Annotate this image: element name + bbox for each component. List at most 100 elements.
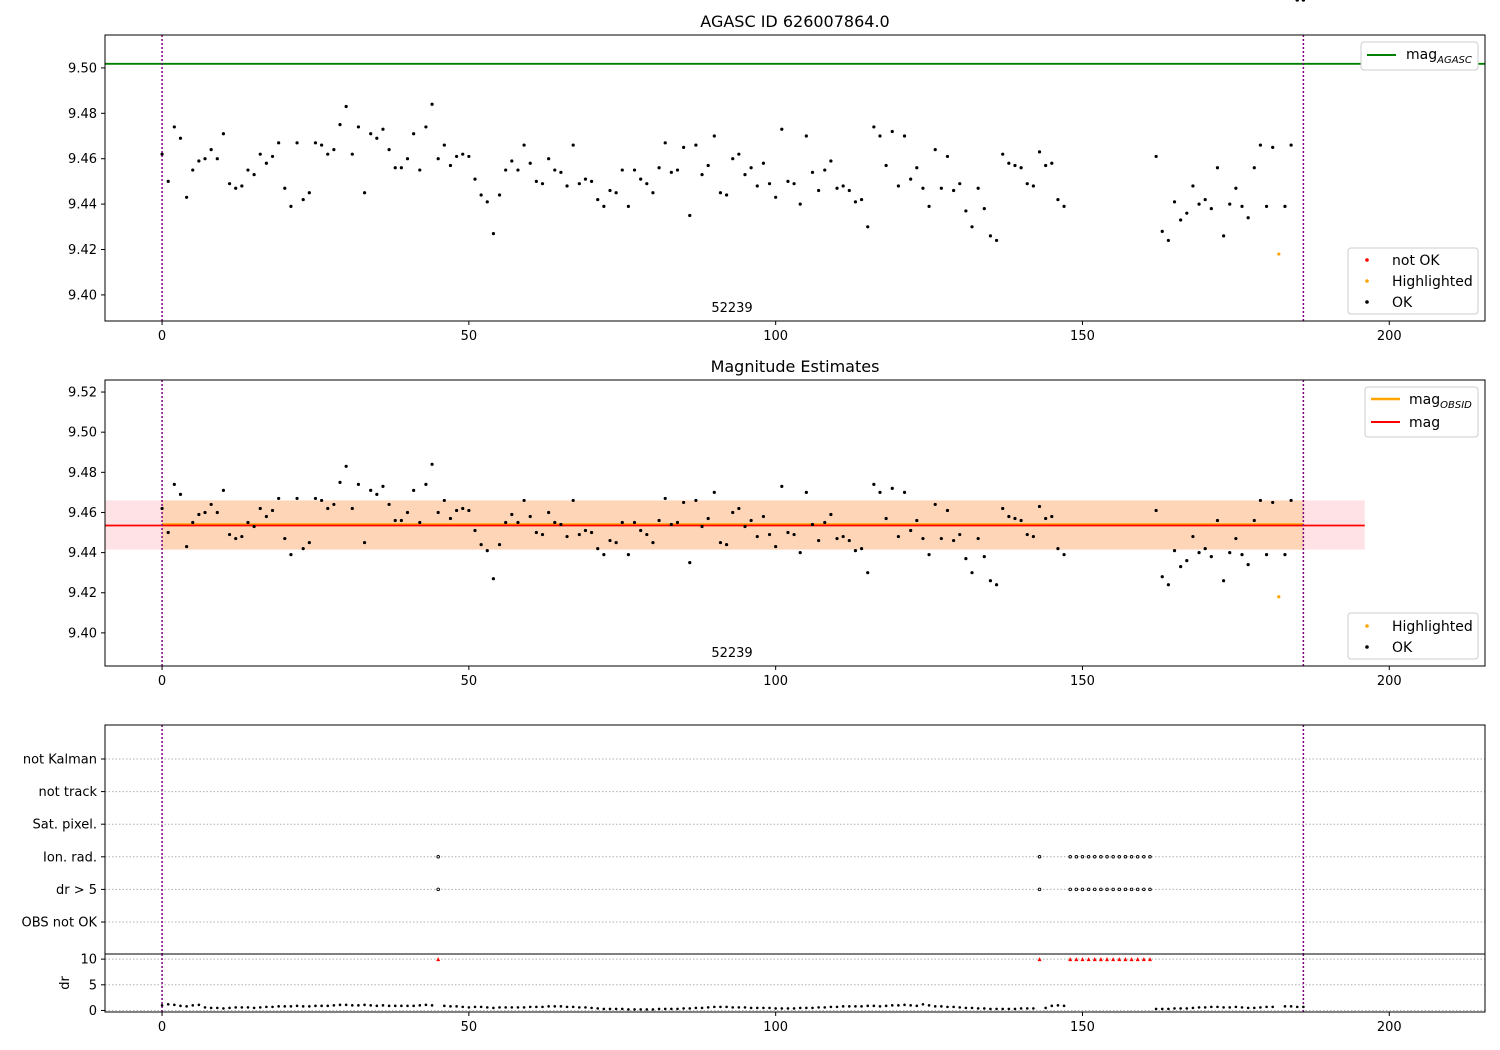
- ok-point: [755, 184, 759, 188]
- dr-point: [455, 1005, 458, 1008]
- ok-point: [252, 172, 256, 177]
- flag-point: [1111, 887, 1115, 892]
- flag-point: [1117, 855, 1122, 859]
- ok-point: [320, 143, 324, 147]
- ok-point: [1037, 150, 1042, 154]
- dr-point: [430, 1004, 434, 1007]
- ok-point: [1246, 216, 1250, 220]
- dr-capped-marker: [1098, 957, 1103, 962]
- flag-point: [1142, 887, 1146, 892]
- dr-point: [357, 1004, 360, 1007]
- ok-point: [724, 542, 729, 547]
- ok-point: [657, 166, 661, 170]
- dr-point: [811, 1006, 814, 1010]
- dr-point: [541, 1005, 544, 1009]
- ok-point: [823, 520, 827, 525]
- dr-capped-marker: [1111, 957, 1116, 962]
- ok-point: [970, 225, 974, 229]
- ok-point: [264, 514, 268, 519]
- ok-point: [313, 496, 318, 501]
- flag-point: [1129, 887, 1134, 892]
- dr-point: [927, 1004, 931, 1007]
- ok-point: [645, 532, 649, 537]
- ok-point: [295, 141, 299, 145]
- dr-point: [240, 1006, 244, 1009]
- ok-point: [1160, 575, 1164, 579]
- ok-point: [890, 129, 894, 134]
- ok-point: [178, 492, 183, 496]
- ok-point: [553, 168, 557, 172]
- dr-point: [400, 1004, 403, 1008]
- dr-point: [1271, 1005, 1274, 1009]
- dr-point: [584, 1006, 587, 1009]
- ok-point: [1295, 0, 1299, 2]
- ok-point: [307, 540, 311, 545]
- dr-point: [817, 1006, 820, 1009]
- flag-point: [1086, 887, 1091, 892]
- dr-point: [320, 1004, 323, 1008]
- dr-point: [1050, 1004, 1054, 1008]
- flag-point: [1105, 855, 1109, 859]
- ok-point: [896, 534, 900, 539]
- dr-point: [688, 1007, 692, 1010]
- dr-point: [1167, 1007, 1170, 1011]
- y-tick-label: 9.46: [68, 152, 97, 167]
- flag-point: [1068, 887, 1072, 892]
- ok-point: [1025, 532, 1029, 537]
- ok-point: [1264, 204, 1269, 208]
- ok-point: [866, 225, 870, 229]
- x-tick-label: 0: [158, 329, 166, 344]
- x-tick-label: 50: [461, 674, 478, 689]
- ok-point: [461, 152, 465, 156]
- dr-point: [1265, 1005, 1268, 1009]
- ok-point: [632, 168, 637, 172]
- legend-not-ok: not OK: [1392, 253, 1440, 269]
- ok-point: [712, 134, 716, 138]
- x-tick-label: 150: [1070, 329, 1095, 344]
- flag-point: [1080, 887, 1085, 892]
- legend-ok: OK: [1392, 640, 1413, 656]
- ok-point: [639, 528, 643, 533]
- ok-point: [909, 528, 913, 533]
- flag-point: [1135, 887, 1140, 892]
- flag-point: [1129, 855, 1134, 859]
- dr-capped-marker: [1105, 957, 1110, 962]
- magnitude-estimates-panel: Magnitude Estimates 0 50 100 150 200 9.40 9.42…: [68, 0, 1486, 689]
- dr-point: [381, 1004, 385, 1007]
- ok-point: [1215, 166, 1220, 170]
- dr-point: [780, 1007, 784, 1010]
- ok-point: [651, 540, 655, 545]
- ok-point: [185, 544, 189, 549]
- ok-point: [565, 184, 569, 188]
- ok-point: [774, 195, 778, 199]
- dr-point: [823, 1006, 827, 1009]
- ok-point: [620, 520, 624, 525]
- dr-point: [252, 1006, 256, 1010]
- ok-point: [332, 148, 336, 152]
- ok-point: [774, 544, 778, 549]
- ok-point: [749, 518, 753, 523]
- ok-point: [215, 157, 219, 161]
- dr-point: [762, 1006, 765, 1010]
- ok-point: [1301, 0, 1305, 2]
- ok-point: [565, 534, 569, 539]
- legend-subscript: OBSID: [1440, 400, 1472, 411]
- ok-point: [761, 514, 765, 519]
- ok-point: [810, 170, 815, 174]
- ok-point: [547, 157, 551, 161]
- ok-point: [203, 157, 207, 161]
- flag-point: [1117, 887, 1122, 892]
- ok-point: [1037, 504, 1042, 509]
- ok-point: [1050, 161, 1054, 165]
- dr-point: [651, 1008, 655, 1011]
- dr-point: [676, 1007, 679, 1011]
- ok-point: [835, 536, 839, 541]
- legend-highlighted: Highlighted: [1392, 619, 1473, 635]
- ok-point: [227, 532, 232, 537]
- dr-point: [614, 1007, 618, 1011]
- ok-point: [804, 134, 808, 138]
- ok-point: [902, 490, 907, 494]
- ok-point: [602, 553, 606, 557]
- ok-point: [1154, 508, 1158, 513]
- dr-point: [878, 1005, 882, 1008]
